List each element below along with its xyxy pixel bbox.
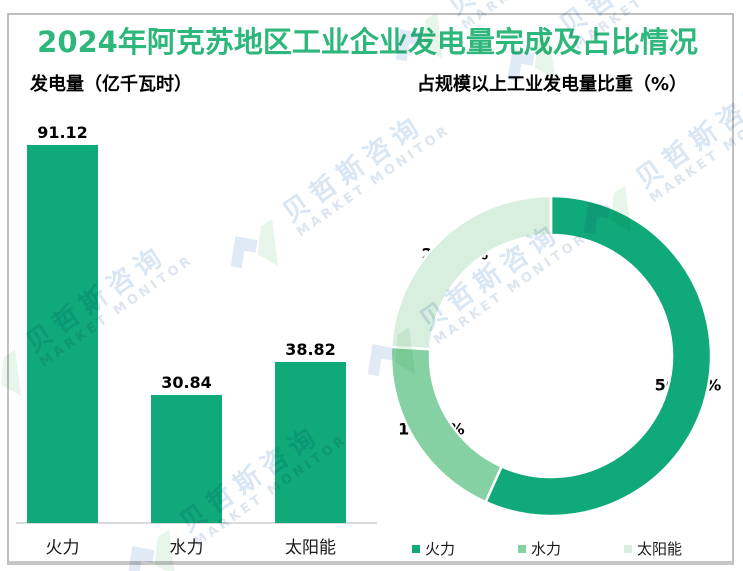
bar-category-label: 水力 (169, 538, 204, 558)
page-title: 2024年阿克苏地区工业企业发电量完成及占比情况 (37, 25, 698, 59)
legend-item-火力: 火力 (412, 538, 455, 559)
legend-swatch-icon (517, 544, 526, 553)
legend-label: 火力 (425, 540, 456, 558)
bar-火力 (27, 145, 98, 523)
card-border-frame (7, 13, 734, 565)
donut-slice-火力 (483, 194, 713, 518)
legend-item-水力: 水力 (517, 538, 561, 559)
donut-legend: 火力 水力 太阳能 (412, 538, 682, 559)
bar-category-label: 太阳能 (285, 538, 336, 558)
donut-slice-水力 (389, 345, 504, 504)
donut-chart-heading: 占规模以上工业发电量比重（%） (417, 74, 688, 95)
donut-slice-太阳能 (389, 194, 553, 351)
legend-label: 水力 (530, 540, 561, 558)
legend-swatch-icon (412, 544, 420, 553)
legend-label: 太阳能 (636, 540, 682, 558)
bar-chart-baseline (16, 522, 377, 524)
donut-rings (389, 194, 713, 518)
bar-value-label: 30.84 (161, 373, 212, 392)
bar-水力 (151, 395, 222, 523)
bar-category-label: 火力 (45, 538, 80, 558)
legend-swatch-icon (623, 544, 632, 553)
bar-chart-heading: 发电量（亿千瓦时） (30, 74, 192, 95)
bar-value-label: 38.82 (285, 340, 336, 359)
legend-item-太阳能: 太阳能 (623, 538, 682, 559)
bar-太阳能 (275, 362, 346, 523)
bar-value-label: 91.12 (37, 123, 88, 142)
